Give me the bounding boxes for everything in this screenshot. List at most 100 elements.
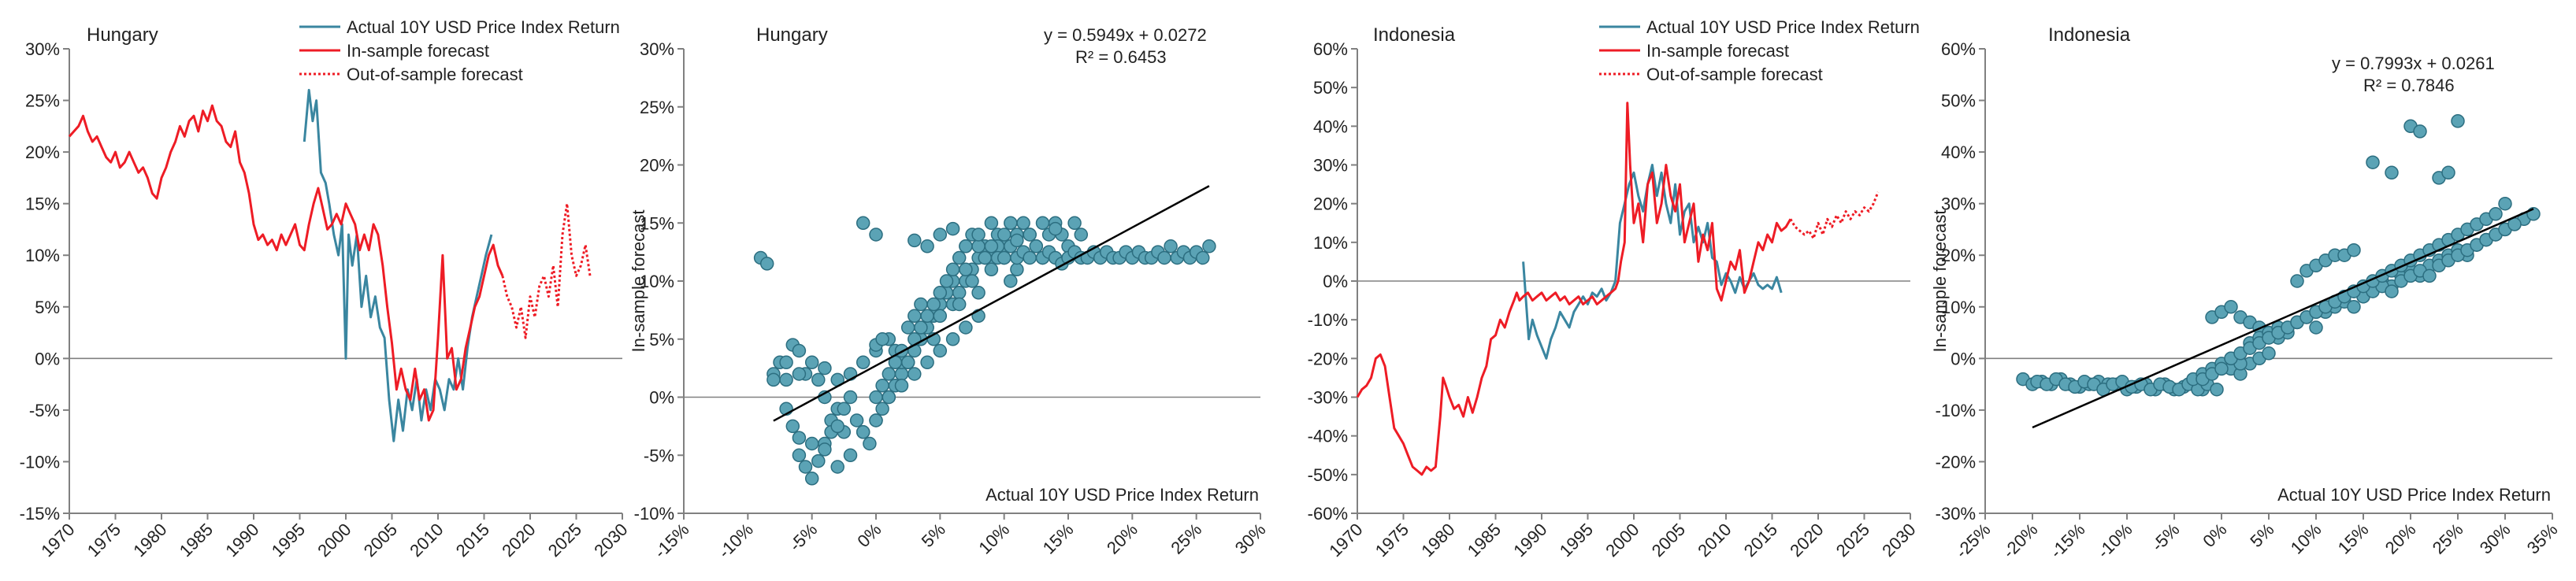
indonesia-timeseries-chart: -60% -50% -40% -30% -20% -10% 0% 10% 20% 30% 40% 50… [1308,17,1920,561]
y-axis-title: In-sample forecast [629,210,648,353]
scatter-point [920,309,934,324]
scatter-point [1016,216,1030,231]
x-tick-label: 1970 [1325,520,1366,561]
scatter-point [914,297,928,312]
x-tick-label: 2025 [544,520,585,561]
y-tick-label: -5% [644,446,674,465]
x-tick-label: 2030 [1878,520,1919,561]
scatter-point [1067,216,1082,231]
x-tick-label: 1985 [1464,520,1505,561]
y-tick-label: -30% [1936,504,1976,524]
scatter-point [939,274,954,288]
scatter-point [2309,320,2323,335]
trend-equation: y = 0.5949x + 0.0272 [1044,25,1207,45]
scatter-point [792,431,807,445]
x-tick-label: -5% [785,520,821,555]
x-tick-label: 15% [1039,520,1078,558]
x-tick-label: -25% [1952,520,1995,562]
scatter-point [914,320,928,335]
trend-r-squared: R² = 0.6453 [1075,47,1167,67]
scatter-point [997,228,1011,242]
x-tick-label: 20% [2381,520,2420,558]
x-tick-label: 1980 [129,520,170,561]
scatter-point [818,442,832,457]
scatter-point [971,309,985,324]
scatter-point [1157,250,1171,265]
x-tick-label: 2015 [452,520,493,561]
scatter-point [2366,155,2380,169]
scatter-point [2224,300,2238,314]
x-tick-label: 20% [1103,520,1141,558]
scatter-point [997,250,1011,265]
y-tick-label: 15% [640,213,674,233]
trend-line [773,185,1210,422]
y-tick-label: -60% [1308,504,1348,524]
scatter-point [952,297,967,312]
y-tick-label: 10% [1313,233,1348,253]
x-tick-label: 25% [2429,520,2467,558]
scatter-point [959,320,973,335]
scatter-point [984,262,999,277]
scatter-point [978,250,993,265]
y-tick-label: 20% [1941,246,1976,265]
y-tick-label: 15% [25,194,60,214]
scatter-point [869,413,883,427]
x-tick-label: 2015 [1740,520,1781,561]
scatter-point [2290,274,2304,288]
scatter-point [875,402,889,416]
x-tick-label: -10% [715,520,757,562]
scatter-point [759,257,774,271]
legend-label-actual: Actual 10Y USD Price Index Return [347,17,620,37]
x-tick-label: 2010 [1694,520,1735,561]
scatter-point [869,390,883,405]
scatter-point [2347,300,2361,314]
chart-title: Hungary [756,24,828,46]
x-tick-label: 1970 [37,520,78,561]
chart-title: Indonesia [1373,24,1456,46]
series-line-insample [68,104,504,422]
scatter-point [811,372,826,387]
x-tick-label: 1990 [1509,520,1550,561]
legend-label-insample: In-sample forecast [1646,41,1789,61]
scatter-point [1023,250,1037,265]
panel-indonesia-scatter: -30% -20% -10% 0% 10% 20% 30% 40% 50% 60% -25% -20%… [1930,0,2576,581]
y-tick-label: -30% [1308,388,1348,408]
scatter-point [804,436,819,451]
x-tick-label: 2000 [314,520,354,561]
y-tick-label: 5% [35,298,60,317]
scatter-point [792,367,807,381]
x-tick-label: 35% [2523,520,2562,558]
panel-hungary-scatter: -10% -5% 0% 5% 10% 15% 20% 25% 30% -15% -10% -5% 0% 5… [629,0,1276,581]
scatter-point [1164,239,1178,253]
scatter-point [1010,262,1024,277]
scatter-point [945,262,960,277]
y-tick-label: 30% [1313,156,1348,176]
scatter-point [984,239,999,253]
y-tick-label: 30% [1941,194,1976,214]
x-tick-label: 1975 [1372,520,1412,561]
y-tick-label: 25% [640,98,674,117]
x-tick-label: -20% [1999,520,2042,562]
y-tick-label: 30% [25,39,60,59]
scatter-point [818,361,832,376]
x-tick-label: 2030 [590,520,631,561]
y-tick-label: 10% [1941,298,1976,317]
scatter-point [849,413,864,427]
scatter-point [920,355,934,370]
y-tick-label: -10% [1308,310,1348,330]
y-tick-label: -5% [29,401,60,420]
x-tick-label: 30% [2476,520,2515,558]
scatter-point [900,320,915,335]
scatter-point [952,250,967,265]
scatter-point [971,286,985,300]
scatter-point [2422,268,2437,283]
scatter-point [882,367,896,381]
scatter-point [843,448,858,463]
y-tick-label: -10% [1936,401,1976,420]
y-tick-label: 20% [25,142,60,162]
x-axis-title: Actual 10Y USD Price Index Return [2277,485,2551,505]
x-tick-label: -15% [651,520,693,562]
scatter-point [843,390,858,405]
scatter-point [926,297,941,312]
scatter-point [779,355,793,370]
